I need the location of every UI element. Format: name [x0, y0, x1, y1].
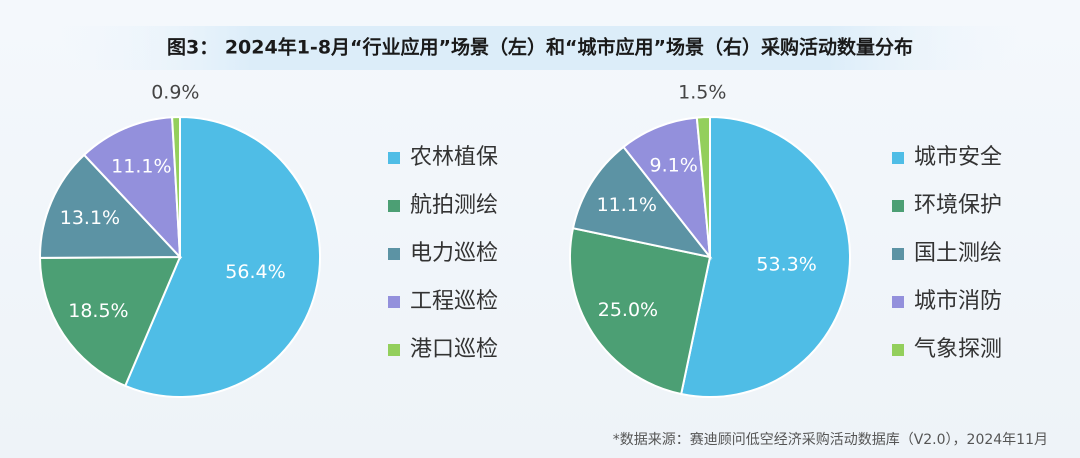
legend-label: 电力巡检 — [410, 241, 498, 266]
pie-slice — [571, 145, 713, 259]
legend-swatch — [892, 152, 904, 164]
legend-swatch — [892, 248, 904, 260]
data-label: 1.5% — [678, 82, 726, 104]
legend-swatch — [388, 200, 400, 212]
legend-swatch — [388, 344, 400, 356]
pie-slice — [679, 115, 851, 398]
pie-slice — [622, 116, 712, 261]
legend-swatch — [388, 152, 400, 164]
legend-label: 城市消防 — [914, 289, 1002, 314]
charts: 56.4% 农林植保 18.5% 航拍测绘 13.1% 电力巡检 11.1% 工程巡检 0.9%… — [38, 82, 1002, 398]
pie-slice — [123, 115, 321, 398]
data-label: 13.1% — [60, 207, 120, 229]
legend-label: 航拍测绘 — [410, 193, 498, 218]
legend-label: 农林植保 — [410, 145, 498, 170]
legend-label: 工程巡检 — [410, 289, 498, 314]
chart-title: 图3： 2024年1-8月“行业应用”场景（左）和“城市应用”场景（右）采购活动… — [167, 36, 913, 59]
legend-label: 国土测绘 — [914, 241, 1002, 266]
source-note: *数据来源：赛迪顾问低空经济采购活动数据库（V2.0），2024年11月 — [613, 432, 1048, 448]
data-label: 11.1% — [597, 194, 657, 216]
pie-slice — [695, 115, 711, 258]
title-band — [60, 26, 1020, 70]
data-label: 0.9% — [151, 82, 199, 104]
data-label: 56.4% — [225, 261, 285, 283]
legend-label: 气象探测 — [914, 337, 1002, 362]
legend-swatch — [388, 248, 400, 260]
legend-label: 城市安全 — [914, 145, 1002, 170]
data-label: 9.1% — [649, 154, 697, 176]
pie-slice — [171, 115, 181, 258]
data-label: 11.1% — [111, 155, 171, 177]
pie-slice — [82, 116, 182, 260]
legend-swatch — [892, 296, 904, 308]
legend-label: 港口巡检 — [410, 337, 498, 362]
legend-swatch — [388, 296, 400, 308]
data-label: 18.5% — [68, 300, 128, 322]
pie-slice — [569, 226, 712, 396]
legend-label: 环境保护 — [914, 193, 1002, 218]
data-label: 25.0% — [598, 299, 658, 321]
pie-slice — [38, 255, 182, 388]
legend-swatch — [892, 200, 904, 212]
pie-slice — [39, 153, 183, 259]
legend-swatch — [892, 344, 904, 356]
data-label: 53.3% — [756, 253, 816, 275]
